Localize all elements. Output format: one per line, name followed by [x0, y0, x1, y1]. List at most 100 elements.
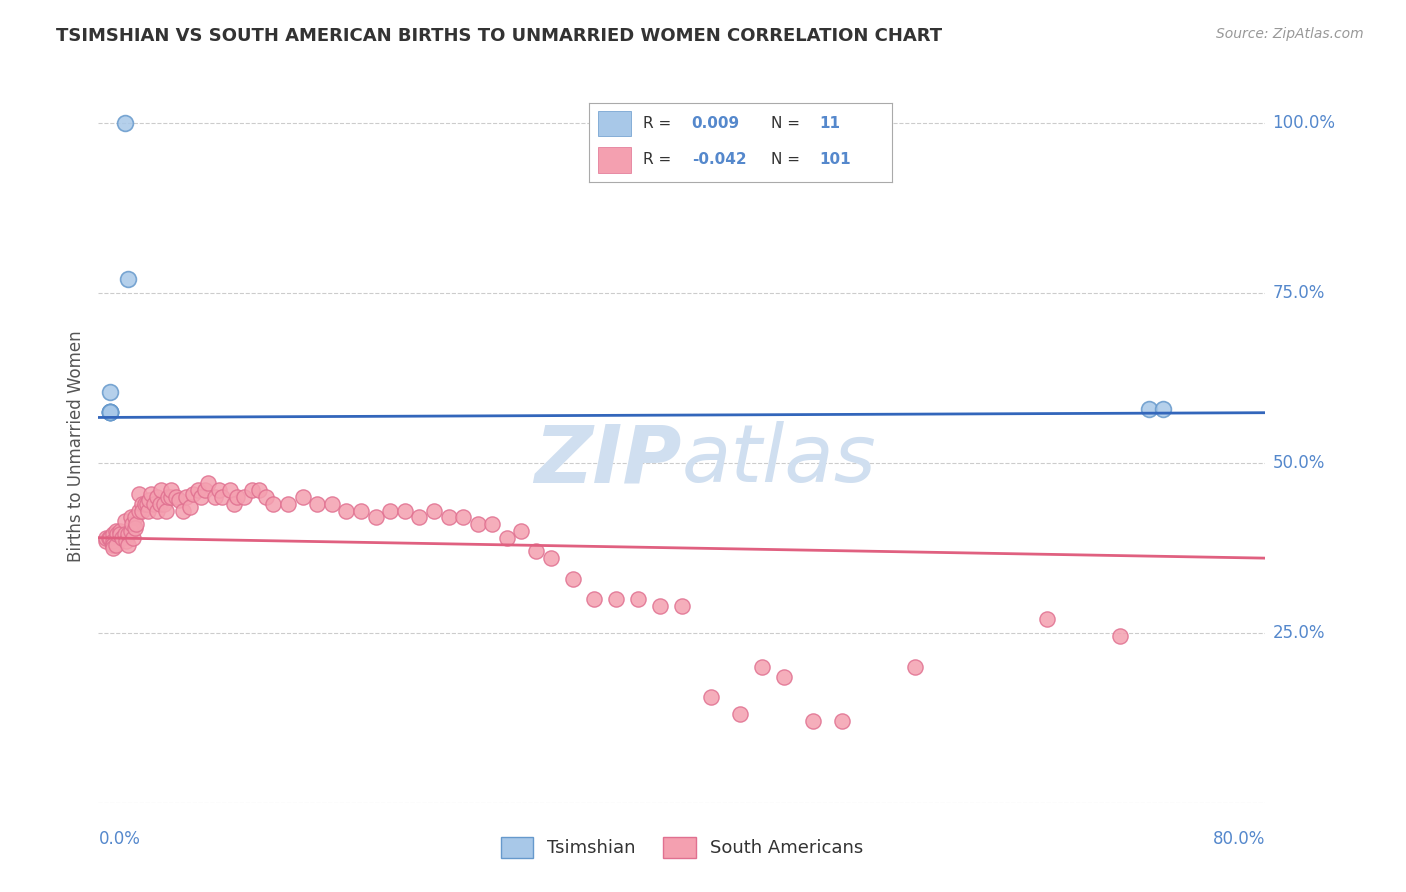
Point	[364, 510, 387, 524]
Point	[146, 490, 169, 504]
Point	[120, 510, 142, 524]
Point	[105, 527, 128, 541]
Point	[378, 503, 402, 517]
Point	[149, 497, 172, 511]
Point	[773, 670, 796, 684]
Point	[437, 510, 460, 524]
Point	[121, 517, 143, 532]
Point	[101, 534, 124, 549]
Point	[350, 503, 373, 517]
Point	[291, 490, 314, 504]
Point	[94, 534, 117, 549]
Point	[321, 497, 343, 511]
Point	[155, 503, 177, 517]
Point	[700, 690, 723, 705]
Point	[131, 503, 153, 517]
Point	[648, 599, 671, 613]
Point	[98, 405, 121, 419]
Point	[423, 503, 446, 517]
Point	[481, 517, 503, 532]
Point	[1152, 401, 1174, 416]
Point	[125, 517, 148, 532]
Point	[98, 384, 121, 399]
Point	[157, 490, 180, 504]
Point	[1108, 629, 1130, 643]
Point	[240, 483, 263, 498]
Point	[524, 544, 547, 558]
Point	[831, 714, 853, 729]
Point	[110, 527, 132, 541]
Point	[187, 483, 209, 498]
Point	[233, 490, 256, 504]
Point	[254, 490, 277, 504]
Text: 25.0%: 25.0%	[1272, 624, 1324, 642]
Point	[110, 524, 132, 538]
Point	[394, 503, 416, 517]
Legend: Tsimshian, South Americans: Tsimshian, South Americans	[494, 830, 870, 865]
Point	[139, 486, 162, 500]
Text: 75.0%: 75.0%	[1272, 284, 1324, 302]
Text: TSIMSHIAN VS SOUTH AMERICAN BIRTHS TO UNMARRIED WOMEN CORRELATION CHART: TSIMSHIAN VS SOUTH AMERICAN BIRTHS TO UN…	[56, 27, 942, 45]
Point	[277, 497, 299, 511]
Point	[114, 527, 136, 541]
Point	[104, 537, 127, 551]
Point	[495, 531, 517, 545]
Point	[904, 660, 927, 674]
Point	[801, 714, 824, 729]
Point	[117, 537, 139, 551]
Point	[165, 490, 187, 504]
Point	[408, 510, 430, 524]
Point	[136, 503, 159, 517]
Point	[114, 514, 136, 528]
Point	[160, 490, 183, 504]
Point	[728, 707, 751, 722]
Point	[98, 531, 121, 545]
Point	[101, 537, 124, 551]
Point	[1035, 612, 1057, 626]
Point	[117, 527, 139, 541]
Point	[222, 497, 245, 511]
Point	[122, 531, 145, 545]
Point	[1137, 401, 1160, 416]
Point	[181, 486, 204, 500]
Point	[94, 531, 117, 545]
Text: atlas: atlas	[682, 421, 877, 500]
Point	[208, 483, 231, 498]
Point	[101, 527, 124, 541]
Point	[583, 591, 606, 606]
Point	[307, 497, 329, 511]
Text: 80.0%: 80.0%	[1213, 830, 1265, 847]
Point	[131, 497, 153, 511]
Point	[605, 591, 627, 606]
Point	[197, 476, 219, 491]
Point	[751, 660, 773, 674]
Point	[262, 497, 284, 511]
Point	[124, 510, 146, 524]
Point	[150, 483, 173, 498]
Point	[101, 541, 124, 555]
Point	[174, 490, 197, 504]
Point	[101, 537, 124, 551]
Point	[128, 486, 150, 500]
Point	[98, 405, 121, 419]
Point	[114, 116, 136, 130]
Point	[98, 405, 121, 419]
Point	[194, 483, 217, 498]
Point	[111, 531, 134, 545]
Point	[98, 405, 121, 419]
Point	[190, 490, 212, 504]
Point	[115, 534, 138, 549]
Point	[153, 497, 176, 511]
Point	[247, 483, 270, 498]
Point	[146, 503, 169, 517]
Point	[117, 272, 139, 286]
Point	[211, 490, 233, 504]
Point	[98, 405, 121, 419]
Text: ZIP: ZIP	[534, 421, 682, 500]
Point	[226, 490, 249, 504]
Point	[134, 497, 156, 511]
Point	[627, 591, 650, 606]
Text: Source: ZipAtlas.com: Source: ZipAtlas.com	[1216, 27, 1364, 41]
Point	[335, 503, 357, 517]
Point	[172, 503, 194, 517]
